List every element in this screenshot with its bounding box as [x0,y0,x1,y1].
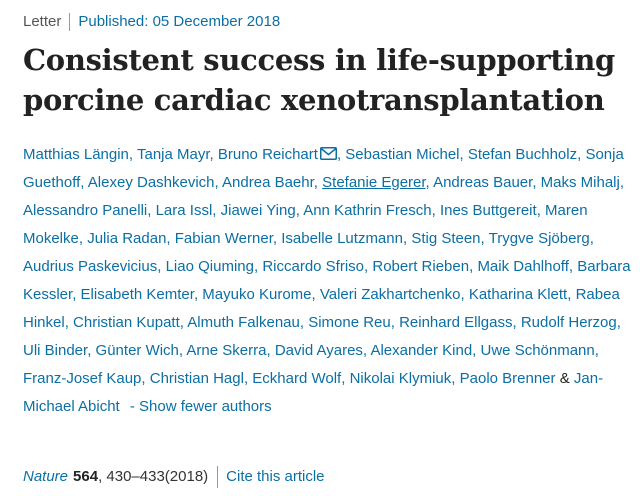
author-link[interactable]: Christian Kupatt [73,314,180,331]
published-date: Published: 05 December 2018 [78,13,281,30]
author-link[interactable]: Ann Kathrin Fresch [303,202,432,219]
author-link[interactable]: Uwe Schönmann [480,342,595,359]
meta-divider [69,13,71,31]
author-link[interactable]: Riccardo Sfriso [262,258,365,275]
author-ampersand: & [559,370,570,387]
author-link[interactable]: Barbara Kessler [23,258,631,303]
author-link[interactable]: David Ayares [274,342,363,359]
author-link[interactable]: Audrius Paskevicius [23,258,158,275]
author-link[interactable]: Paolo Brenner [459,370,556,387]
article-meta: Letter Published: 05 December 2018 [23,12,280,32]
article-title-line: Consistent success in life-supporting [23,43,615,77]
journal-volume: 564 [73,468,99,485]
author-link[interactable]: Stefanie Egerer [322,174,426,191]
article-title: Consistent success in life-supporting po… [23,40,623,120]
author-link[interactable]: Stig Steen [411,230,481,247]
journal-name[interactable]: Nature [23,468,69,485]
author-link[interactable]: Jan-Michael Abicht [23,370,604,415]
author-link[interactable]: Simone Reu [308,314,391,331]
author-link[interactable]: Sebastian Michel [345,146,460,163]
author-link[interactable]: Arne Skerra [186,342,267,359]
author-link[interactable]: Katharina Klett [468,286,568,303]
cite-this-article-link[interactable]: Cite this article [226,468,325,485]
author-link[interactable]: Stefan Buchholz [467,146,578,163]
author-link[interactable]: Elisabeth Kemter [80,286,194,303]
author-link[interactable]: Robert Rieben [372,258,470,275]
author-link[interactable]: Alexander Kind [370,342,473,359]
author-link[interactable]: Lara Issl [155,202,213,219]
author-link[interactable]: Maks Mihalj [540,174,620,191]
author-link[interactable]: Eckhard Wolf [252,370,342,387]
author-link[interactable]: Matthias Längin [23,146,129,163]
author-link[interactable]: Andreas Bauer [433,174,533,191]
author-link[interactable]: Reinhard Ellgass [399,314,513,331]
author-link[interactable]: Uli Binder [23,342,88,359]
author-link[interactable]: Valeri Zakhartchenko [319,286,461,303]
author-link[interactable]: Almuth Falkenau [187,314,300,331]
article-title-line: porcine cardiac xenotransplantation [23,83,605,117]
author-link[interactable]: Isabelle Lutzmann [281,230,403,247]
citation-divider [217,466,219,488]
author-link[interactable]: Jiawei Ying [220,202,296,219]
author-link[interactable]: Julia Radan [87,230,167,247]
article-type: Letter [23,13,62,30]
citation-line: Nature 564 , 430–433(2018) Cite this art… [23,466,325,488]
author-link[interactable]: Ines Buttgereit [439,202,537,219]
author-link[interactable]: Bruno Reichart [217,146,318,163]
author-link[interactable]: Alexey Dashkevich [87,174,215,191]
author-link[interactable]: Sonja Guethoff [23,146,624,191]
mail-icon[interactable] [319,147,337,160]
journal-pages-year: , 430–433(2018) [98,468,209,485]
author-list: Matthias Längin, Tanja Mayr, Bruno Reich… [23,146,631,415]
author-link[interactable]: Liao Qiuming [165,258,254,275]
author-link[interactable]: Andrea Baehr [222,174,314,191]
author-link[interactable]: Alessandro Panelli [23,202,148,219]
author-link[interactable]: Nikolai Klymiuk [349,370,452,387]
author-link[interactable]: Maren Mokelke [23,202,588,247]
author-link[interactable]: Maik Dahlhoff [477,258,569,275]
author-link[interactable]: Franz-Josef Kaup [23,370,142,387]
show-fewer-authors-button[interactable]: - Show fewer authors [129,398,272,415]
author-link[interactable]: Christian Hagl [149,370,244,387]
author-link[interactable]: Rudolf Herzog [520,314,617,331]
author-link[interactable]: Rabea Hinkel [23,286,620,331]
author-link[interactable]: Tanja Mayr [136,146,210,163]
author-link[interactable]: Mayuko Kurome [202,286,312,303]
author-link[interactable]: Fabian Werner [174,230,273,247]
author-link[interactable]: Günter Wich [95,342,179,359]
author-link[interactable]: Trygve Sjöberg [488,230,590,247]
